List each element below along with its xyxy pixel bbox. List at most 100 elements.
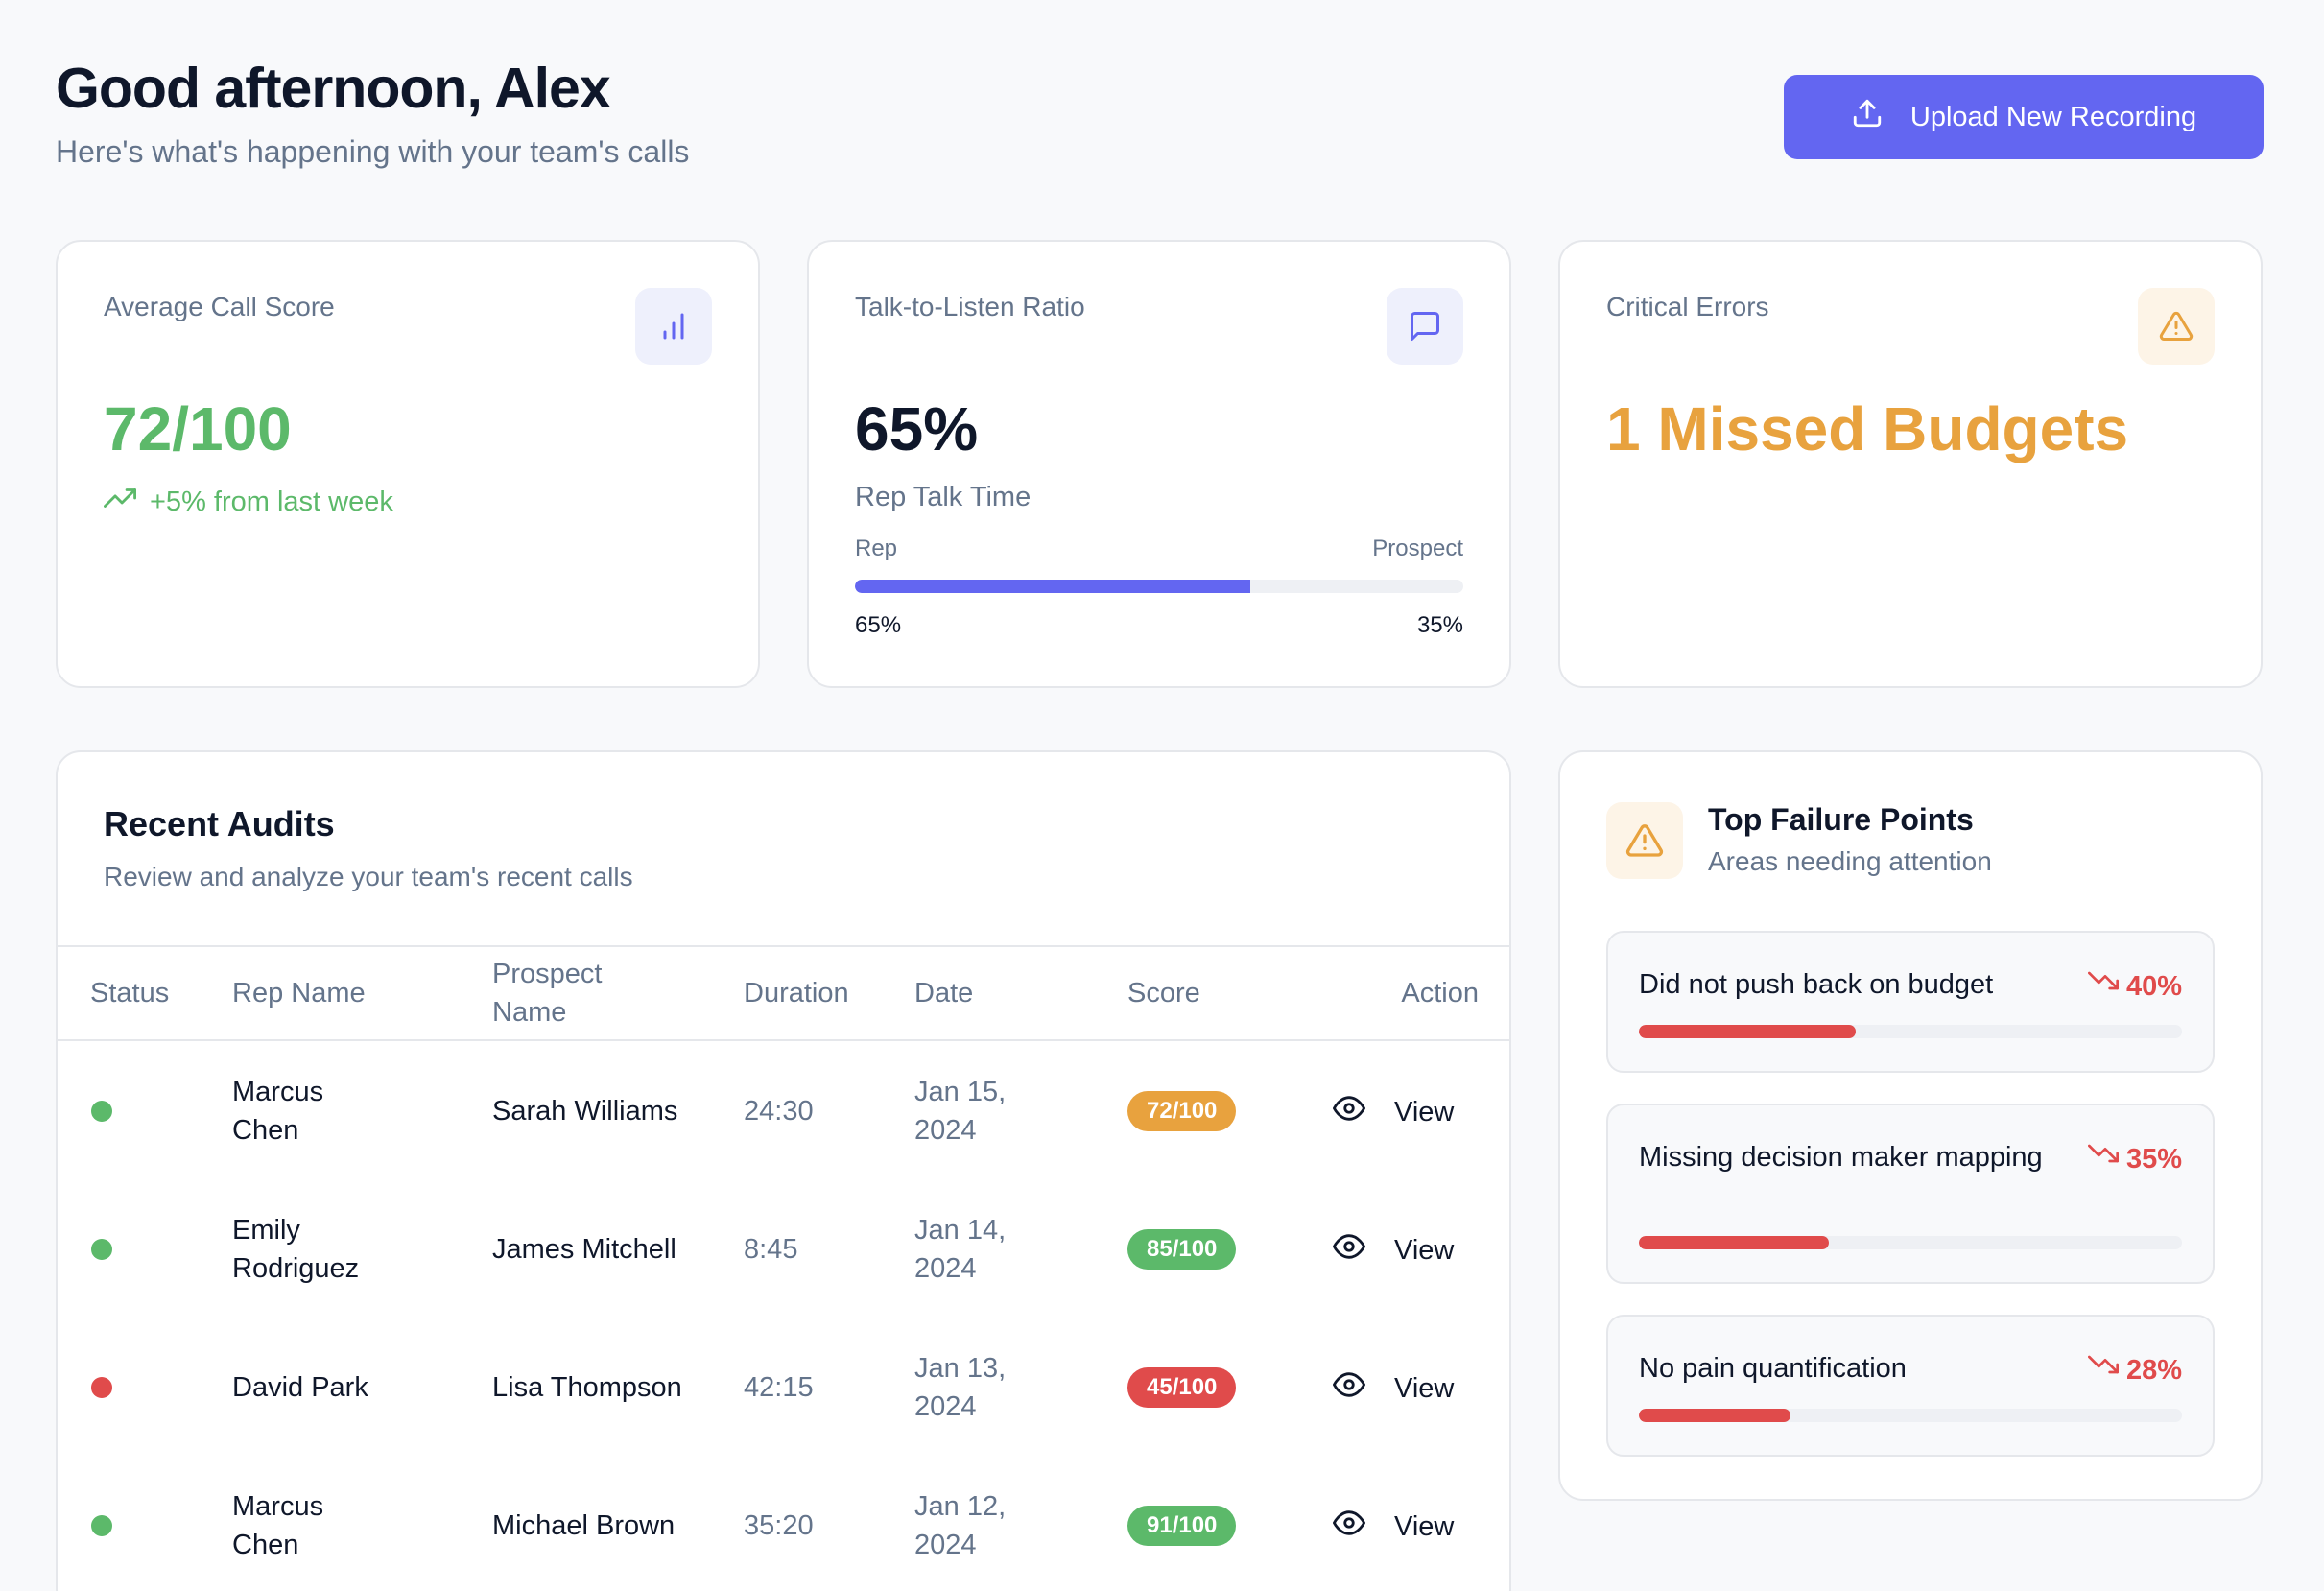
failure-progress-fill [1639, 1409, 1791, 1422]
status-dot [91, 1101, 112, 1122]
ratio-value: 65% [855, 394, 979, 463]
view-button[interactable]: View [1333, 1092, 1454, 1132]
score-badge: 85/100 [1127, 1229, 1237, 1270]
view-label: View [1394, 1372, 1455, 1404]
upload-icon [1851, 97, 1884, 137]
table-row: David Park Lisa Thompson 42:15 Jan 13, 2024… [58, 1318, 1509, 1457]
card-label: Talk-to-Listen Ratio [855, 292, 1085, 321]
table-row: Emily Rodriguez James Mitchell 8:45 Jan 14,… [58, 1180, 1509, 1318]
rep-name-cell: David Park [232, 1372, 368, 1403]
score-trend: +5% from last week [104, 482, 393, 522]
failure-point-item: Did not push back on budget 40% [1606, 931, 2215, 1073]
view-button[interactable]: View [1333, 1507, 1454, 1547]
failure-progress-fill [1639, 1025, 1857, 1038]
col-date: Date [914, 978, 974, 1009]
ratio-progress-bar [855, 580, 1463, 593]
view-button[interactable]: View [1333, 1368, 1454, 1409]
failure-progress-bar [1639, 1025, 2182, 1038]
col-action: Action [1401, 978, 1479, 1009]
failure-label: Missing decision maker mapping [1639, 1142, 2043, 1173]
date-cell: Jan 15, 2024 [914, 1077, 1007, 1146]
view-label: View [1394, 1096, 1455, 1128]
average-call-score-card: Average Call Score 72/100 +5% from last … [56, 240, 760, 688]
upload-button-label: Upload New Recording [1909, 101, 2197, 132]
eye-icon [1333, 1230, 1365, 1270]
trending-down-icon [2087, 1349, 2119, 1390]
trend-text: +5% from last week [150, 486, 393, 517]
failure-point-item: No pain quantification 28% [1606, 1315, 2215, 1457]
failure-percent-value: 28% [2125, 1354, 2182, 1386]
col-score: Score [1127, 978, 1200, 1009]
prospect-name-cell: Sarah Williams [492, 1096, 678, 1127]
rep-name-cell: Marcus Chen [232, 1491, 324, 1560]
date-cell: Jan 14, 2024 [914, 1215, 1007, 1284]
score-value: 72/100 [104, 394, 292, 463]
col-prospect-name: Prospect Name [492, 959, 603, 1028]
failure-percent: 28% [2087, 1349, 2182, 1390]
ratio-caption: Rep Talk Time [855, 482, 1032, 512]
table-row: Marcus Chen Michael Brown 35:20 Jan 12, 202… [58, 1457, 1509, 1591]
prospect-name-cell: James Mitchell [492, 1234, 676, 1265]
failure-title: Top Failure Points [1708, 802, 1974, 837]
failure-subtitle: Areas needing attention [1708, 846, 1992, 876]
alert-triangle-icon [2138, 288, 2215, 365]
trending-down-icon [2087, 1138, 2119, 1179]
status-dot [91, 1515, 112, 1536]
trending-up-icon [104, 482, 136, 522]
eye-icon [1333, 1092, 1365, 1132]
failure-label: Did not push back on budget [1639, 969, 1994, 1000]
failure-progress-fill [1639, 1236, 1830, 1249]
failure-percent: 40% [2087, 965, 2182, 1007]
card-label: Average Call Score [104, 292, 335, 321]
score-badge: 45/100 [1127, 1367, 1237, 1408]
card-label: Critical Errors [1606, 292, 1769, 321]
prospect-label: Prospect [1372, 535, 1463, 561]
table-row: Marcus Chen Sarah Williams 24:30 Jan 15, 20… [58, 1042, 1509, 1180]
date-cell: Jan 12, 2024 [914, 1491, 1007, 1560]
failure-percent-value: 35% [2125, 1143, 2182, 1175]
talk-listen-ratio-card: Talk-to-Listen Ratio 65% Rep Talk Time R… [807, 240, 1511, 688]
col-rep-name: Rep Name [232, 978, 366, 1009]
trending-down-icon [2087, 965, 2119, 1007]
audits-subtitle: Review and analyze your team's recent ca… [104, 862, 633, 891]
errors-value: 1 Missed Budgets [1606, 394, 2129, 463]
alert-triangle-icon [1606, 802, 1683, 879]
failure-progress-bar [1639, 1409, 2182, 1422]
page-subtitle: Here's what's happening with your team's… [56, 134, 690, 169]
message-square-icon [1387, 288, 1463, 365]
duration-cell: 35:20 [744, 1510, 814, 1541]
failure-percent: 35% [2087, 1138, 2182, 1179]
rep-name-cell: Marcus Chen [232, 1077, 324, 1146]
col-status: Status [90, 978, 170, 1009]
rep-name-cell: Emily Rodriguez [232, 1215, 360, 1284]
failure-percent-value: 40% [2125, 970, 2182, 1002]
duration-cell: 24:30 [744, 1096, 814, 1127]
failure-label: No pain quantification [1639, 1353, 1907, 1384]
score-badge: 72/100 [1127, 1091, 1237, 1131]
view-button[interactable]: View [1333, 1230, 1454, 1270]
rep-label: Rep [855, 535, 898, 561]
score-badge: 91/100 [1127, 1506, 1237, 1546]
upload-recording-button[interactable]: Upload New Recording [1784, 75, 2264, 159]
recent-audits-panel: Recent Audits Review and analyze your te… [56, 750, 1511, 1591]
eye-icon [1333, 1368, 1365, 1409]
rep-percent: 65% [855, 612, 902, 638]
view-label: View [1394, 1234, 1455, 1266]
prospect-name-cell: Michael Brown [492, 1510, 676, 1541]
page-title: Good afternoon, Alex [56, 57, 611, 120]
duration-cell: 42:15 [744, 1372, 814, 1403]
col-duration: Duration [744, 978, 849, 1009]
top-failure-points-panel: Top Failure Points Areas needing attenti… [1558, 750, 2263, 1501]
audits-title: Recent Audits [104, 804, 335, 843]
ratio-progress-fill [855, 580, 1251, 593]
status-dot [91, 1239, 112, 1260]
duration-cell: 8:45 [744, 1234, 798, 1265]
failure-progress-bar [1639, 1236, 2182, 1249]
critical-errors-card: Critical Errors 1 Missed Budgets [1558, 240, 2263, 688]
view-label: View [1394, 1510, 1455, 1542]
prospect-percent: 35% [1416, 612, 1463, 638]
status-dot [91, 1377, 112, 1398]
bar-chart-icon [635, 288, 712, 365]
failure-point-item: Missing decision maker mapping 35% [1606, 1104, 2215, 1284]
date-cell: Jan 13, 2024 [914, 1353, 1007, 1422]
